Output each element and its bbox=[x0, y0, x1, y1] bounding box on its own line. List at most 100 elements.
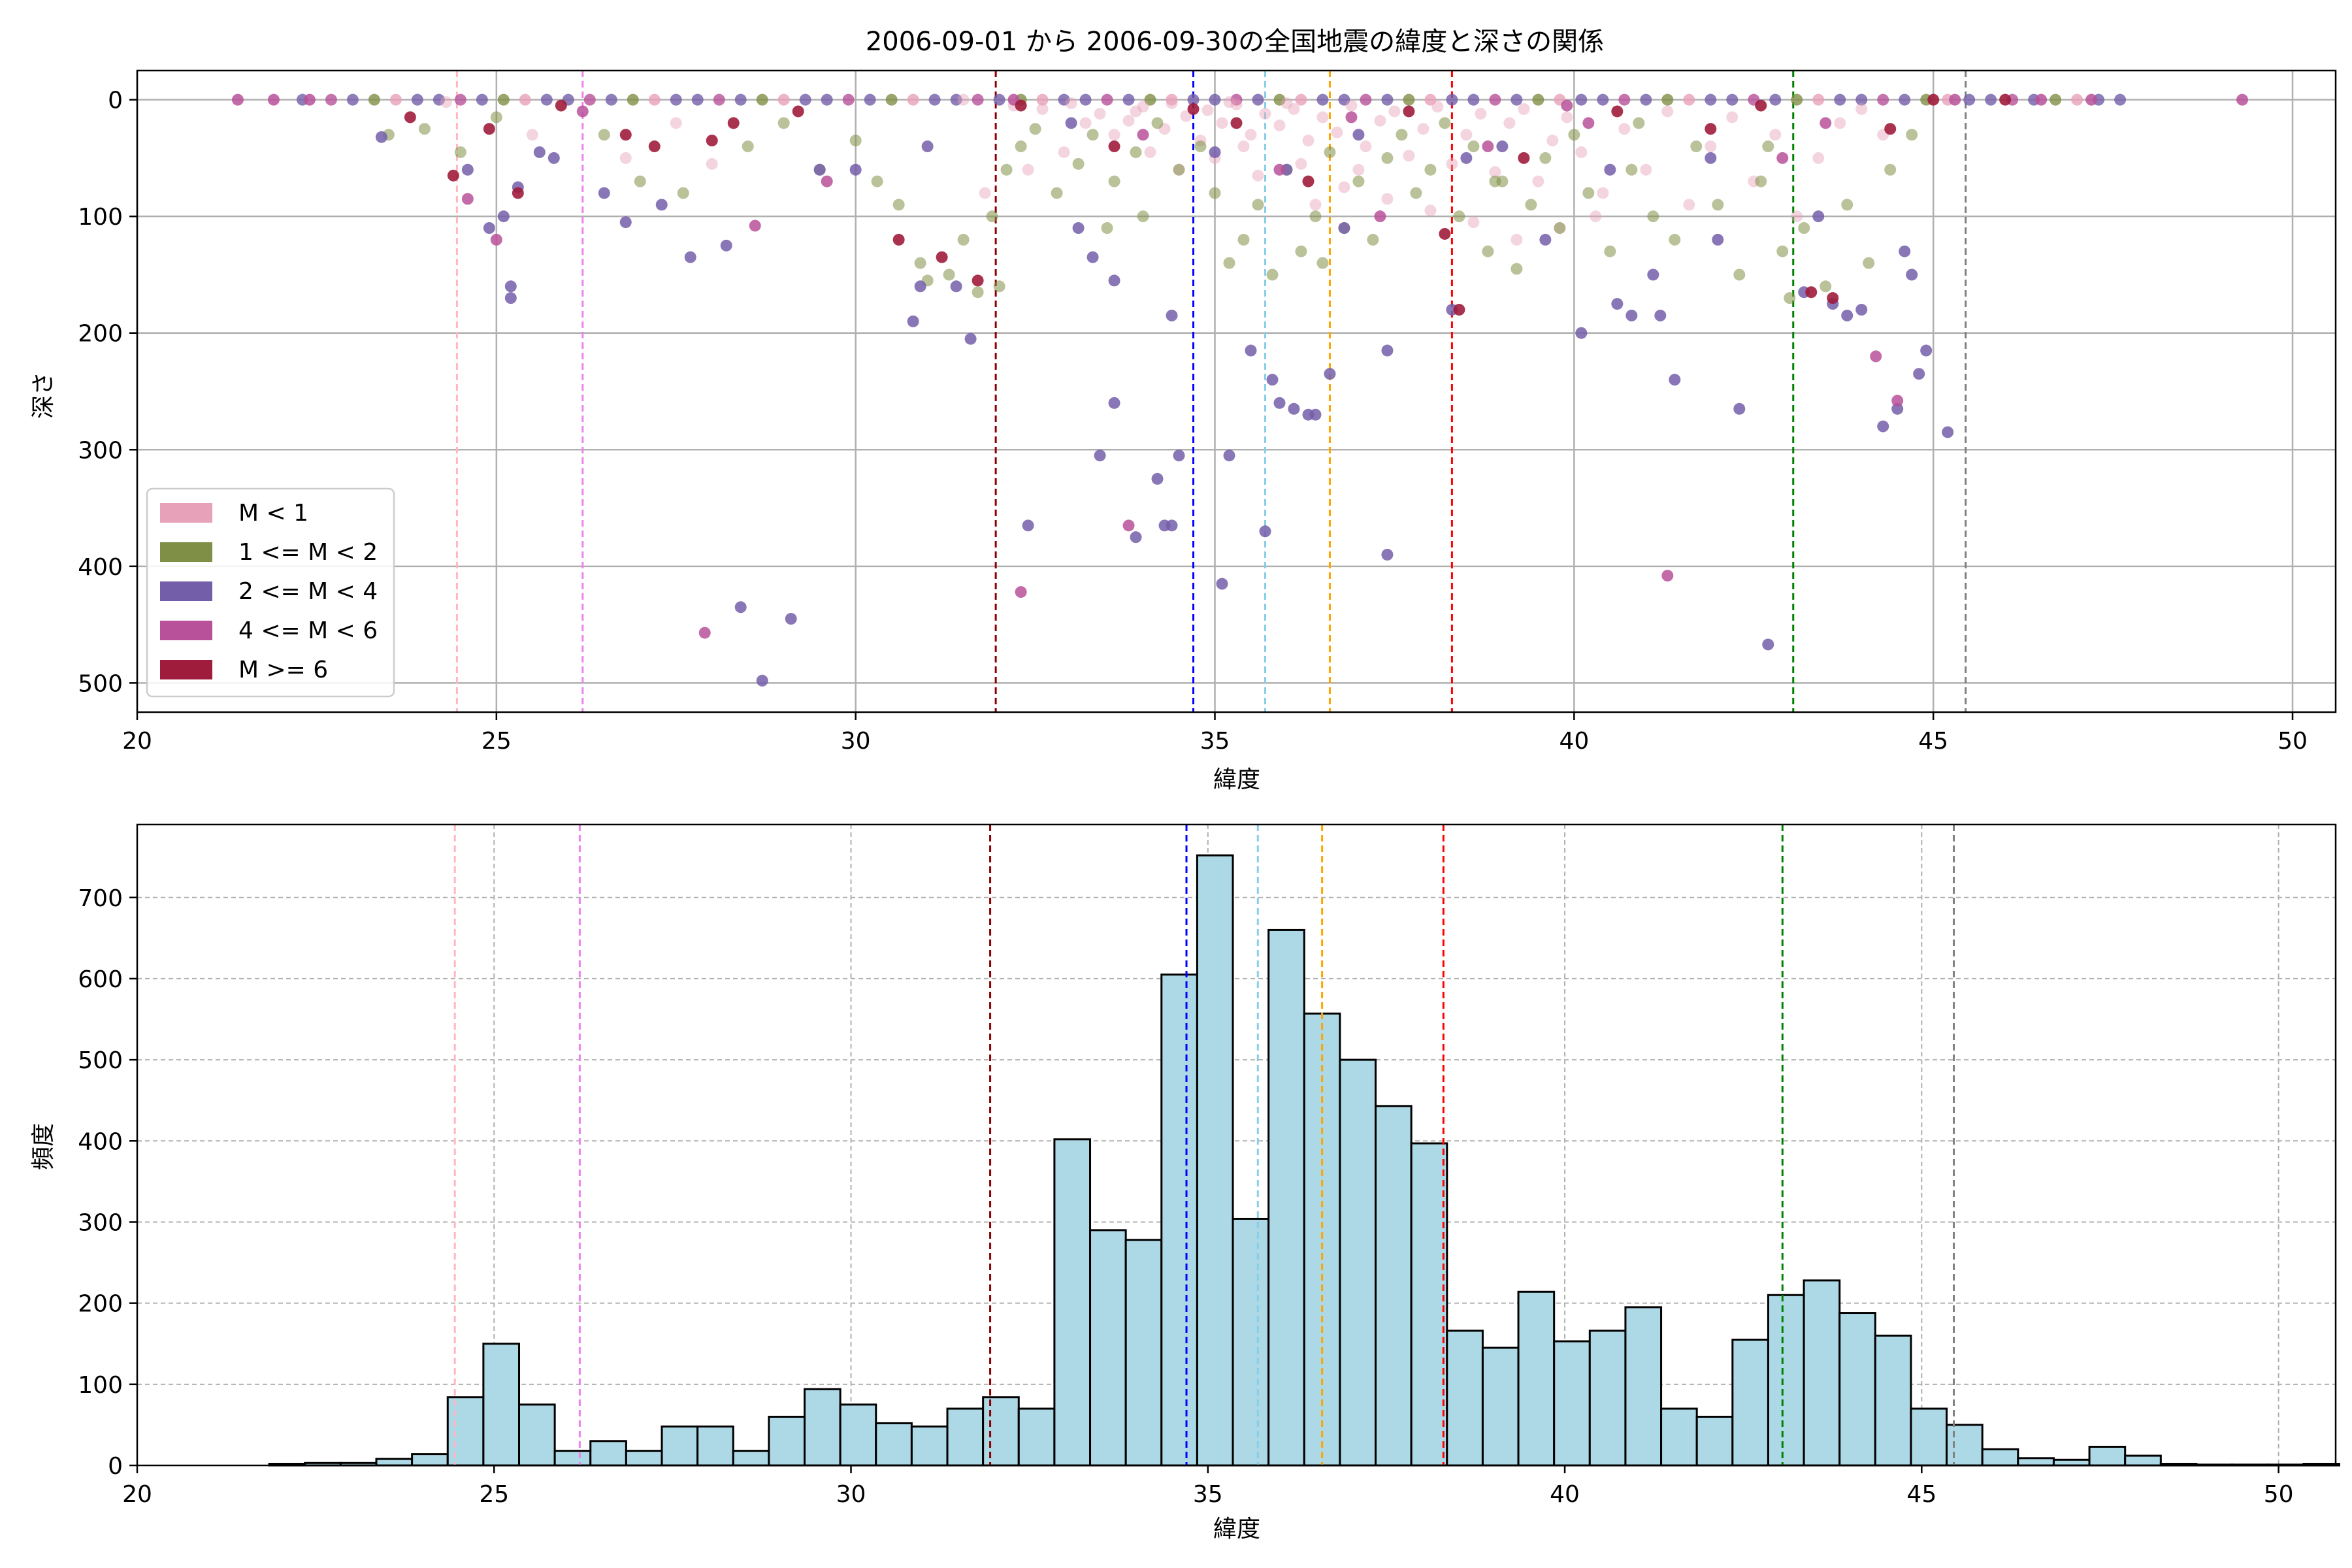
scatter-points bbox=[231, 93, 2249, 687]
scatter-point bbox=[1841, 199, 1854, 211]
scatter-point bbox=[598, 129, 610, 141]
scatter-point bbox=[1561, 99, 1573, 112]
scatter-point bbox=[627, 93, 639, 106]
scatter-point bbox=[1130, 105, 1142, 118]
histogram-bar bbox=[982, 1396, 1020, 1467]
scatter-point bbox=[619, 129, 632, 141]
scatter-point bbox=[1316, 93, 1329, 106]
figure-title: 2006-09-01 から 2006-09-30の全国地震の緯度と深さの関係 bbox=[866, 27, 1604, 57]
scatter-point bbox=[1245, 129, 1257, 141]
histogram-bar bbox=[482, 1343, 521, 1467]
scatter-point bbox=[749, 220, 761, 232]
scatter-grid bbox=[136, 71, 2336, 712]
scatter-point bbox=[1891, 395, 1904, 407]
histogram-bar bbox=[1089, 1229, 1127, 1467]
histogram-bar bbox=[589, 1440, 627, 1467]
scatter-point bbox=[1647, 210, 1659, 223]
scatter-point bbox=[1309, 199, 1322, 211]
scatter-point bbox=[1963, 93, 1976, 106]
scatter-point bbox=[1230, 98, 1243, 110]
scatter-point bbox=[1058, 93, 1070, 106]
legend-label: 2 <= M < 4 bbox=[238, 578, 378, 605]
histogram-panel: 20 25 30 35 40 45 50 0 100 200 300 400 500 600 700 緯度… bbox=[30, 823, 2340, 1543]
scatter-point bbox=[555, 99, 567, 112]
scatter-point bbox=[1216, 117, 1228, 129]
scatter-point bbox=[1884, 163, 1897, 176]
scatter-point bbox=[986, 210, 998, 223]
legend-label: M < 1 bbox=[238, 500, 308, 527]
scatter-point bbox=[1130, 531, 1142, 544]
scatter-point bbox=[950, 93, 962, 106]
scatter-x-tick-label: 45 bbox=[1918, 728, 1948, 755]
scatter-point bbox=[1338, 181, 1350, 193]
scatter-point bbox=[957, 233, 970, 246]
scatter-point bbox=[1295, 245, 1307, 257]
scatter-point bbox=[1640, 93, 1652, 106]
histogram-bar bbox=[732, 1450, 770, 1467]
scatter-point bbox=[1094, 449, 1106, 462]
histogram-bar bbox=[1446, 1330, 1484, 1467]
scatter-x-ticks: 20 25 30 35 40 45 50 bbox=[122, 712, 2308, 755]
scatter-point bbox=[583, 93, 596, 106]
scatter-point bbox=[547, 152, 560, 164]
scatter-point bbox=[727, 117, 740, 129]
scatter-point bbox=[921, 140, 934, 153]
scatter-point bbox=[490, 233, 502, 246]
scatter-point bbox=[1065, 97, 1077, 109]
scatter-point bbox=[1166, 93, 1178, 106]
scatter-point bbox=[1446, 157, 1458, 170]
scatter-point bbox=[418, 123, 431, 135]
scatter-y-tick-label: 200 bbox=[78, 321, 123, 348]
scatter-point bbox=[1108, 175, 1120, 188]
scatter-point bbox=[1245, 344, 1257, 357]
scatter-point bbox=[1439, 227, 1451, 240]
scatter-point bbox=[1855, 93, 1868, 106]
scatter-point bbox=[1640, 163, 1652, 176]
scatter-point bbox=[1582, 117, 1595, 129]
scatter-point bbox=[440, 96, 452, 108]
histogram-bar bbox=[1803, 1279, 1841, 1467]
scatter-point bbox=[1223, 257, 1235, 269]
scatter-point bbox=[1733, 402, 1746, 415]
legend-swatch bbox=[160, 503, 212, 523]
scatter-point bbox=[1230, 117, 1243, 129]
scatter-point bbox=[792, 105, 804, 118]
histogram-plot-frame bbox=[136, 823, 2337, 1467]
scatter-point bbox=[540, 93, 553, 106]
scatter-point bbox=[1252, 93, 1264, 106]
histogram-bar bbox=[804, 1388, 841, 1467]
histogram-bar bbox=[375, 1458, 414, 1467]
scatter-point bbox=[734, 93, 747, 106]
histogram-bar bbox=[2088, 1445, 2127, 1467]
scatter-point bbox=[1396, 129, 1408, 141]
scatter-point bbox=[303, 93, 316, 106]
scatter-point bbox=[1338, 222, 1350, 235]
scatter-point bbox=[1834, 93, 1846, 106]
scatter-point bbox=[1891, 402, 1904, 415]
histogram-bar bbox=[1124, 1239, 1163, 1467]
scatter-point bbox=[1705, 93, 1717, 106]
scatter-point bbox=[1460, 152, 1473, 164]
scatter-point bbox=[497, 210, 510, 223]
scatter-point bbox=[1633, 117, 1645, 129]
scatter-point bbox=[1424, 163, 1437, 176]
scatter-point bbox=[2050, 93, 2062, 106]
histogram-bar bbox=[1517, 1290, 1556, 1467]
scatter-point bbox=[1266, 269, 1279, 281]
scatter-point bbox=[1273, 397, 1286, 409]
scatter-point bbox=[526, 129, 538, 141]
scatter-point bbox=[1525, 199, 1537, 211]
scatter-point bbox=[1518, 103, 1530, 115]
histogram-y-tick-label: 300 bbox=[78, 1209, 123, 1236]
scatter-point bbox=[389, 93, 402, 106]
scatter-point bbox=[1281, 97, 1293, 109]
scatter-point bbox=[1532, 93, 1544, 106]
scatter-point bbox=[648, 140, 661, 153]
histogram-bar bbox=[1375, 1105, 1413, 1467]
scatter-point bbox=[1762, 638, 1774, 651]
histogram-bar bbox=[518, 1403, 556, 1467]
scatter-point bbox=[1029, 123, 1041, 135]
scatter-point bbox=[698, 627, 711, 639]
histogram-bar bbox=[661, 1425, 699, 1467]
